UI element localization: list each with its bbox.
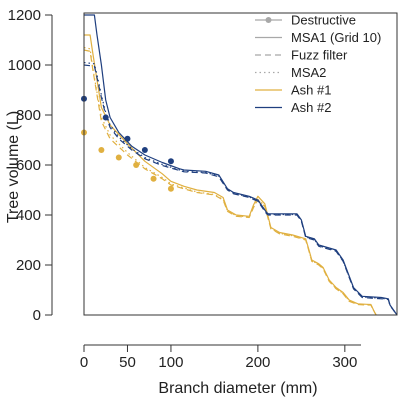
data-point [115,154,122,161]
x-tick-label: 50 [119,354,136,371]
legend-label: Fuzz filter [291,48,348,63]
y-tick-label: 1200 [8,7,41,24]
series-ash-2-destructive-points [81,95,174,165]
legend-item: Destructive [255,13,356,28]
x-axis-title: Branch diameter (mm) [158,380,317,397]
data-point [98,147,105,153]
legend: Destructive MSA1 (Grid 10) Fuzz filter MSA2… [255,13,381,115]
data-point [167,185,174,192]
y-tick-label: 400 [16,207,41,224]
legend-marker [265,17,272,23]
data-point [167,158,174,165]
y-tick-label: 200 [16,257,41,274]
legend-item: Ash #2 [255,100,331,115]
legend-label: MSA1 (Grid 10) [291,30,381,45]
series-ash-2-fuzz-filter-line [83,64,398,316]
x-tick-label: 100 [158,354,183,371]
legend-label: MSA2 [291,65,326,80]
legend-label: Ash #1 [291,83,331,98]
series-ash-1-destructive-points [81,129,174,192]
x-tick-label: 0 [80,354,88,371]
legend-label: Ash #2 [291,100,331,115]
legend-label: Destructive [291,13,356,28]
axis-layer: 0 50 100 200 300 0 200 400 600 800 1000 1200 [8,7,398,371]
y-axis-title: Tree volume (L) [5,111,22,223]
legend-item: MSA1 (Grid 10) [255,30,381,45]
data-point [141,147,148,153]
data-point [150,175,157,182]
x-tick-label: 200 [245,354,270,371]
legend-item: MSA2 [255,65,326,80]
x-tick-label: 300 [332,354,357,371]
y-tick-label: 0 [33,307,41,324]
y-tick-label: 600 [16,157,41,174]
series-layer [81,14,398,316]
series-ash-1-msa1-grid-10-line [84,34,377,316]
legend-item: Ash #1 [255,83,331,98]
plot-frame [83,12,398,316]
y-tick-label: 1000 [8,57,41,74]
y-tick-label: 800 [16,107,41,124]
legend-item: Fuzz filter [255,48,348,63]
